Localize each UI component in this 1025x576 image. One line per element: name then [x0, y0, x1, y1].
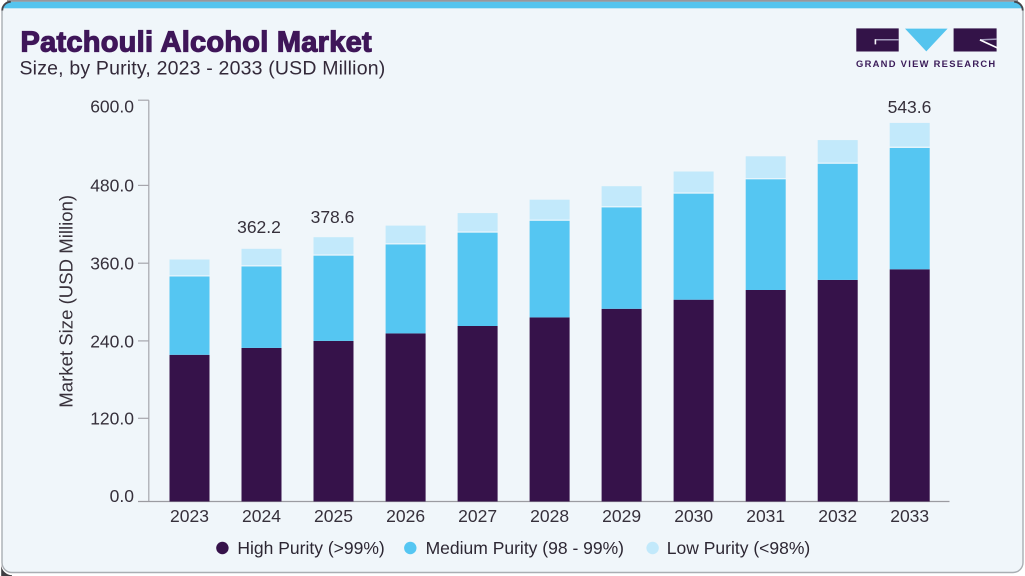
svg-text:2025: 2025 — [314, 506, 353, 526]
svg-text:GRAND VIEW RESEARCH: GRAND VIEW RESEARCH — [856, 58, 996, 69]
svg-text:480.0: 480.0 — [90, 176, 134, 196]
svg-text:362.2: 362.2 — [237, 217, 281, 237]
svg-text:High Purity (>99%): High Purity (>99%) — [237, 538, 384, 558]
svg-text:378.6: 378.6 — [311, 207, 355, 227]
svg-text:543.6: 543.6 — [888, 97, 932, 117]
svg-text:2027: 2027 — [458, 506, 497, 526]
svg-text:Market Size (USD Million): Market Size (USD Million) — [56, 195, 77, 408]
svg-text:2028: 2028 — [530, 506, 569, 526]
svg-text:2032: 2032 — [818, 506, 857, 526]
svg-text:120.0: 120.0 — [90, 409, 134, 429]
svg-text:240.0: 240.0 — [90, 332, 134, 352]
svg-text:Low Purity (<98%): Low Purity (<98%) — [667, 538, 810, 558]
svg-text:600.0: 600.0 — [90, 97, 134, 117]
svg-text:2030: 2030 — [674, 506, 713, 526]
svg-text:Size, by Purity, 2023 - 2033 (: Size, by Purity, 2023 - 2033 (USD Millio… — [20, 58, 386, 80]
svg-text:2031: 2031 — [746, 506, 785, 526]
svg-text:Patchouli Alcohol Market: Patchouli Alcohol Market — [21, 26, 372, 58]
svg-text:2033: 2033 — [890, 506, 929, 526]
svg-text:2029: 2029 — [602, 506, 641, 526]
svg-text:2026: 2026 — [386, 506, 425, 526]
svg-text:2023: 2023 — [170, 506, 209, 526]
svg-text:0.0: 0.0 — [110, 486, 135, 506]
svg-text:Medium Purity (98 - 99%): Medium Purity (98 - 99%) — [426, 538, 624, 558]
svg-text:2024: 2024 — [242, 506, 281, 526]
svg-text:360.0: 360.0 — [90, 253, 134, 273]
